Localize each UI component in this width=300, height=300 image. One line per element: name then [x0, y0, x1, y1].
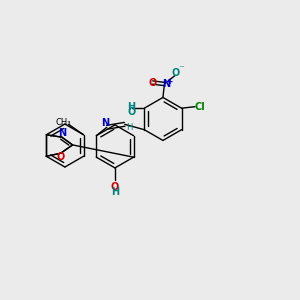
Text: ⁻: ⁻ — [178, 64, 184, 74]
Text: O: O — [171, 68, 180, 78]
Text: O: O — [111, 182, 119, 192]
Text: Cl: Cl — [195, 102, 206, 112]
Text: H: H — [126, 123, 132, 132]
Text: H: H — [127, 102, 135, 112]
Text: O: O — [56, 152, 65, 162]
Text: N: N — [58, 128, 66, 138]
Text: N: N — [101, 118, 110, 128]
Text: +: + — [167, 76, 172, 85]
Text: O: O — [148, 77, 157, 88]
Text: CH₃: CH₃ — [56, 118, 71, 127]
Text: N: N — [162, 79, 170, 89]
Text: H: H — [112, 187, 120, 197]
Text: O: O — [127, 107, 135, 117]
